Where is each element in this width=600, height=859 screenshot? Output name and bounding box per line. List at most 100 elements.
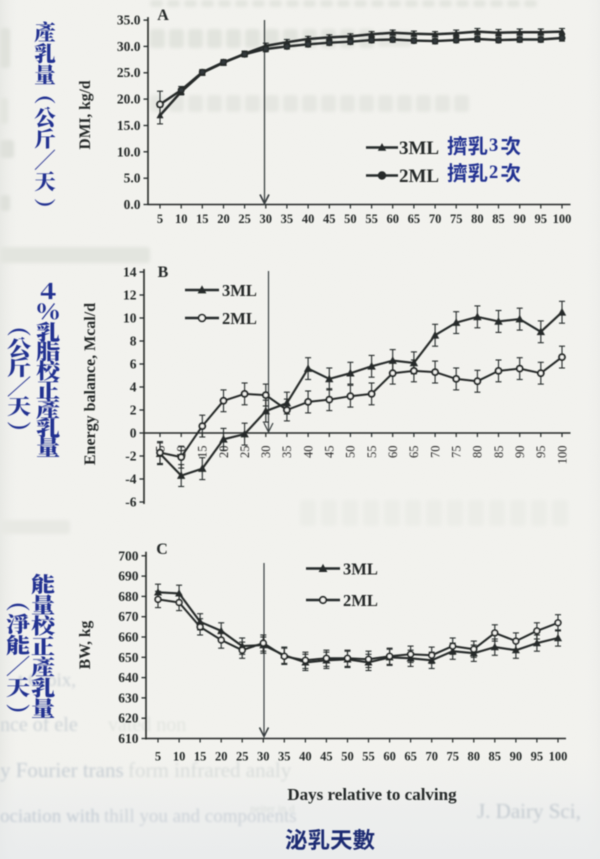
- svg-text:70: 70: [428, 446, 442, 459]
- svg-text:30: 30: [259, 446, 273, 459]
- svg-text:form infrared analy: form infrared analy: [128, 758, 292, 782]
- svg-text:-6: -6: [125, 495, 136, 510]
- svg-text:y Fourier trans: y Fourier trans: [0, 758, 124, 782]
- svg-text:BW, kg: BW, kg: [77, 620, 94, 669]
- svg-text:680: 680: [118, 589, 139, 604]
- svg-text:65: 65: [404, 750, 417, 764]
- svg-text:15.0: 15.0: [117, 118, 141, 133]
- svg-text:25: 25: [238, 446, 252, 459]
- svg-text:3ML: 3ML: [222, 281, 257, 300]
- svg-text:ociation with: ociation with: [0, 806, 100, 827]
- svg-text:35: 35: [278, 750, 291, 764]
- svg-text:35.0: 35.0: [117, 13, 141, 28]
- svg-text:10: 10: [175, 212, 188, 226]
- svg-text:85: 85: [492, 446, 506, 459]
- svg-text:3: 3: [489, 136, 498, 156]
- svg-text:65: 65: [408, 212, 421, 226]
- svg-text:14: 14: [123, 265, 137, 280]
- svg-text:5: 5: [157, 212, 163, 226]
- svg-text:90: 90: [513, 212, 526, 226]
- svg-text:35: 35: [281, 212, 294, 226]
- svg-text:75: 75: [450, 446, 464, 459]
- svg-text:6: 6: [130, 357, 137, 372]
- svg-text:670: 670: [118, 609, 139, 624]
- svg-text:15: 15: [196, 446, 210, 459]
- svg-text:-2: -2: [125, 449, 136, 464]
- svg-text:2: 2: [130, 403, 137, 418]
- svg-text:45: 45: [323, 446, 337, 459]
- svg-text:620: 620: [118, 711, 139, 726]
- svg-text:20: 20: [217, 446, 231, 459]
- svg-text:3ML: 3ML: [343, 560, 378, 579]
- svg-text:35: 35: [280, 446, 294, 459]
- svg-text:10: 10: [123, 311, 137, 326]
- svg-text:60: 60: [386, 212, 399, 226]
- svg-text:30.0: 30.0: [117, 39, 141, 54]
- svg-text:95: 95: [531, 750, 544, 764]
- svg-text:2ML: 2ML: [343, 591, 378, 610]
- svg-text:75: 75: [446, 750, 459, 764]
- svg-text:50: 50: [341, 750, 354, 764]
- svg-text:610: 610: [118, 731, 139, 746]
- svg-text:50: 50: [344, 212, 357, 226]
- svg-text:Energy balance, Mcal/d: Energy balance, Mcal/d: [82, 303, 99, 465]
- svg-text:2ML: 2ML: [222, 309, 257, 328]
- svg-text:A: A: [157, 7, 169, 24]
- svg-text:5.0: 5.0: [124, 171, 141, 186]
- svg-text:20.0: 20.0: [117, 92, 141, 107]
- svg-text:75: 75: [450, 212, 463, 226]
- svg-text:630: 630: [118, 690, 139, 705]
- svg-text:0.0: 0.0: [124, 197, 141, 212]
- svg-text:90: 90: [513, 446, 527, 459]
- svg-text:10: 10: [173, 750, 186, 764]
- svg-text:50: 50: [344, 446, 358, 459]
- svg-text:100: 100: [555, 446, 569, 465]
- svg-text:5: 5: [155, 750, 161, 764]
- svg-text:85: 85: [492, 212, 505, 226]
- svg-text:65: 65: [407, 446, 421, 459]
- svg-text:100: 100: [549, 750, 568, 764]
- svg-text:640: 640: [118, 670, 139, 685]
- svg-text:30: 30: [257, 750, 270, 764]
- svg-text:vated non: vated non: [108, 714, 186, 736]
- svg-text:C: C: [156, 541, 168, 558]
- svg-text:70: 70: [429, 212, 442, 226]
- svg-text:95: 95: [534, 446, 548, 459]
- svg-text:12: 12: [123, 288, 137, 303]
- svg-text:neiter in d: neiter in d: [250, 803, 295, 815]
- svg-text:80: 80: [471, 446, 485, 459]
- svg-text:85: 85: [489, 750, 502, 764]
- svg-text:60: 60: [383, 750, 396, 764]
- svg-text:10.0: 10.0: [117, 144, 141, 159]
- svg-text:700: 700: [118, 548, 139, 563]
- svg-text:70: 70: [425, 750, 438, 764]
- svg-text:55: 55: [362, 750, 375, 764]
- svg-text:90: 90: [510, 750, 523, 764]
- svg-text:-4: -4: [125, 472, 136, 487]
- svg-text:55: 55: [365, 446, 379, 459]
- svg-text:15: 15: [194, 750, 207, 764]
- svg-text:2: 2: [489, 163, 498, 183]
- svg-text:8: 8: [130, 334, 137, 349]
- svg-text:690: 690: [118, 569, 139, 584]
- svg-text:20: 20: [215, 750, 228, 764]
- svg-text:60: 60: [386, 446, 400, 459]
- svg-text:20: 20: [217, 212, 230, 226]
- svg-text:15: 15: [196, 212, 209, 226]
- svg-text:J. Dairy Sci,: J. Dairy Sci,: [477, 799, 581, 823]
- svg-text:80: 80: [468, 750, 481, 764]
- svg-text:30: 30: [260, 212, 273, 226]
- svg-text:40: 40: [302, 212, 315, 226]
- svg-text:45: 45: [320, 750, 333, 764]
- svg-text:B: B: [158, 264, 169, 281]
- svg-text:45: 45: [323, 212, 336, 226]
- svg-text:55: 55: [365, 212, 378, 226]
- svg-text:Days relative to calving: Days relative to calving: [287, 785, 457, 804]
- svg-text:40: 40: [299, 750, 312, 764]
- svg-text:660: 660: [118, 630, 139, 645]
- svg-text:25: 25: [236, 750, 249, 764]
- svg-text:95: 95: [535, 212, 548, 226]
- svg-text:40: 40: [301, 446, 315, 459]
- svg-text:25: 25: [238, 212, 251, 226]
- svg-text:650: 650: [118, 650, 139, 665]
